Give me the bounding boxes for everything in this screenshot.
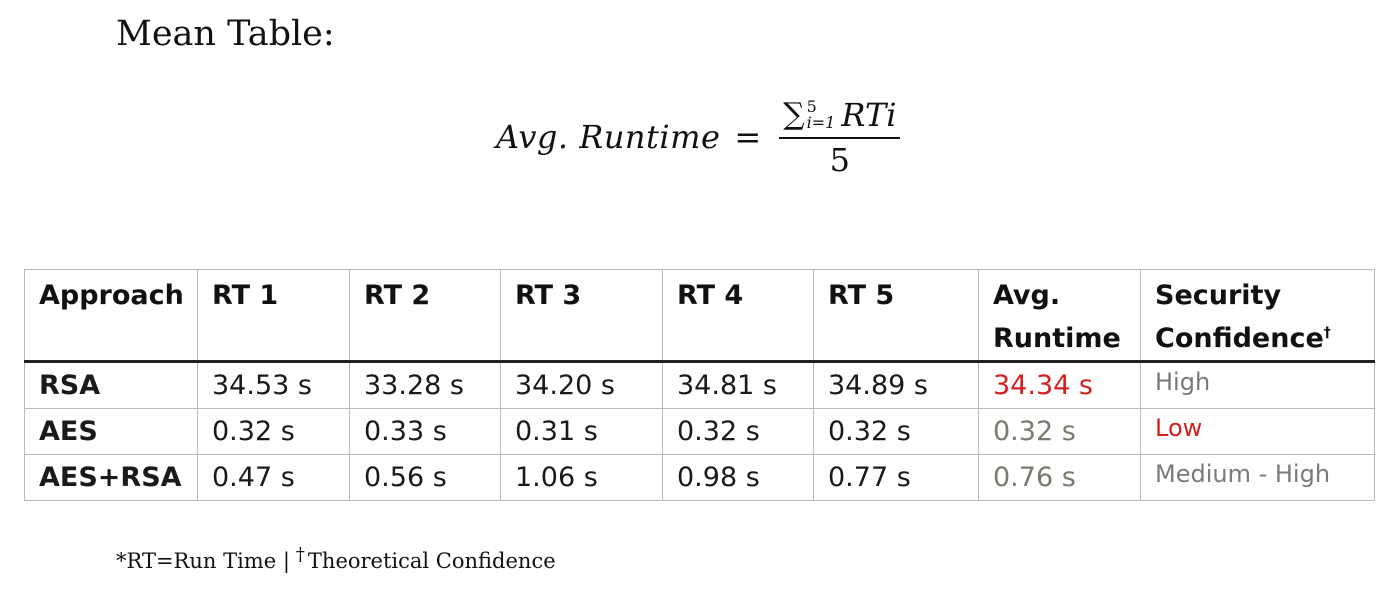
approach-cell: RSA [24, 361, 198, 409]
table-row: RSA 34.53 s 33.28 s 34.20 s 34.81 s 34.8… [24, 361, 1375, 409]
table-row: AES+RSA 0.47 s 0.56 s 1.06 s 0.98 s 0.77… [24, 454, 1375, 501]
header-rt4: RT 4 [662, 269, 814, 363]
rt-cell: 34.53 s [197, 361, 350, 409]
formula-numerator: ∑ 5 i=1 RTi [779, 95, 901, 139]
formula-denominator: 5 [829, 140, 851, 179]
rt-cell: 0.77 s [813, 454, 979, 501]
rt-cell: 1.06 s [500, 454, 663, 501]
header-avg-line2: Runtime [993, 323, 1121, 354]
formula-equals: = [734, 118, 762, 156]
footnote-confidence-definition: Theoretical Confidence [307, 549, 556, 573]
rt-cell: 0.32 s [197, 408, 350, 455]
header-avg-runtime: Avg. Runtime [978, 269, 1141, 363]
avg-runtime-cell: 0.76 s [978, 454, 1141, 501]
rt-cell: 0.33 s [349, 408, 501, 455]
rt-cell: 0.31 s [500, 408, 663, 455]
approach-cell: AES [24, 408, 198, 455]
header-rt5: RT 5 [813, 269, 979, 363]
security-confidence-cell: High [1140, 361, 1375, 409]
rt-cell: 0.56 s [349, 454, 501, 501]
dagger-mark: † [1323, 325, 1331, 341]
table-header-row: Approach RT 1 RT 2 RT 3 RT 4 RT 5 Avg. Ru… [24, 269, 1375, 363]
header-approach: Approach [24, 269, 198, 363]
mean-table: Approach RT 1 RT 2 RT 3 RT 4 RT 5 Avg. Ru… [24, 269, 1375, 501]
header-security-line2: Confidence [1155, 323, 1324, 354]
summation-limits: 5 i=1 [806, 96, 836, 132]
table-row: AES 0.32 s 0.33 s 0.31 s 0.32 s 0.32 s 0… [24, 408, 1375, 455]
security-confidence-cell: Medium - High [1140, 454, 1375, 501]
summation-symbol: ∑ [783, 97, 805, 132]
page-title: Mean Table: [116, 14, 335, 54]
rt-cell: 34.20 s [500, 361, 663, 409]
header-security-line1: Security [1155, 280, 1282, 311]
footnote-rt-definition: *RT=Run Time | [116, 549, 290, 573]
header-rt2: RT 2 [349, 269, 501, 363]
avg-runtime-formula: Avg. Runtime = ∑ 5 i=1 RTi 5 [496, 92, 901, 182]
approach-cell: AES+RSA [24, 454, 198, 501]
avg-runtime-cell: 34.34 s [978, 361, 1141, 409]
rt-cell: 33.28 s [349, 361, 501, 409]
formula-lhs: Avg. Runtime [496, 118, 721, 156]
formula-fraction: ∑ 5 i=1 RTi 5 [779, 95, 901, 179]
security-confidence-cell: Low [1140, 408, 1375, 455]
rt-cell: 0.32 s [662, 408, 814, 455]
rt-cell: 0.32 s [813, 408, 979, 455]
footnote-dagger: † [295, 544, 305, 565]
avg-runtime-cell: 0.32 s [978, 408, 1141, 455]
header-security-confidence: Security Confidence† [1140, 269, 1375, 363]
rt-cell: 0.98 s [662, 454, 814, 501]
header-rt1: RT 1 [197, 269, 350, 363]
header-rt3: RT 3 [500, 269, 663, 363]
summation-upper-limit: 5 [806, 96, 817, 116]
summation-lower-limit: i=1 [806, 112, 836, 132]
rt-cell: 34.89 s [813, 361, 979, 409]
rt-cell: 34.81 s [662, 361, 814, 409]
header-avg-line1: Avg. [993, 280, 1061, 311]
summation-term: RTi [841, 95, 897, 134]
rt-cell: 0.47 s [197, 454, 350, 501]
footnote: *RT=Run Time | † Theoretical Confidence [116, 546, 556, 574]
